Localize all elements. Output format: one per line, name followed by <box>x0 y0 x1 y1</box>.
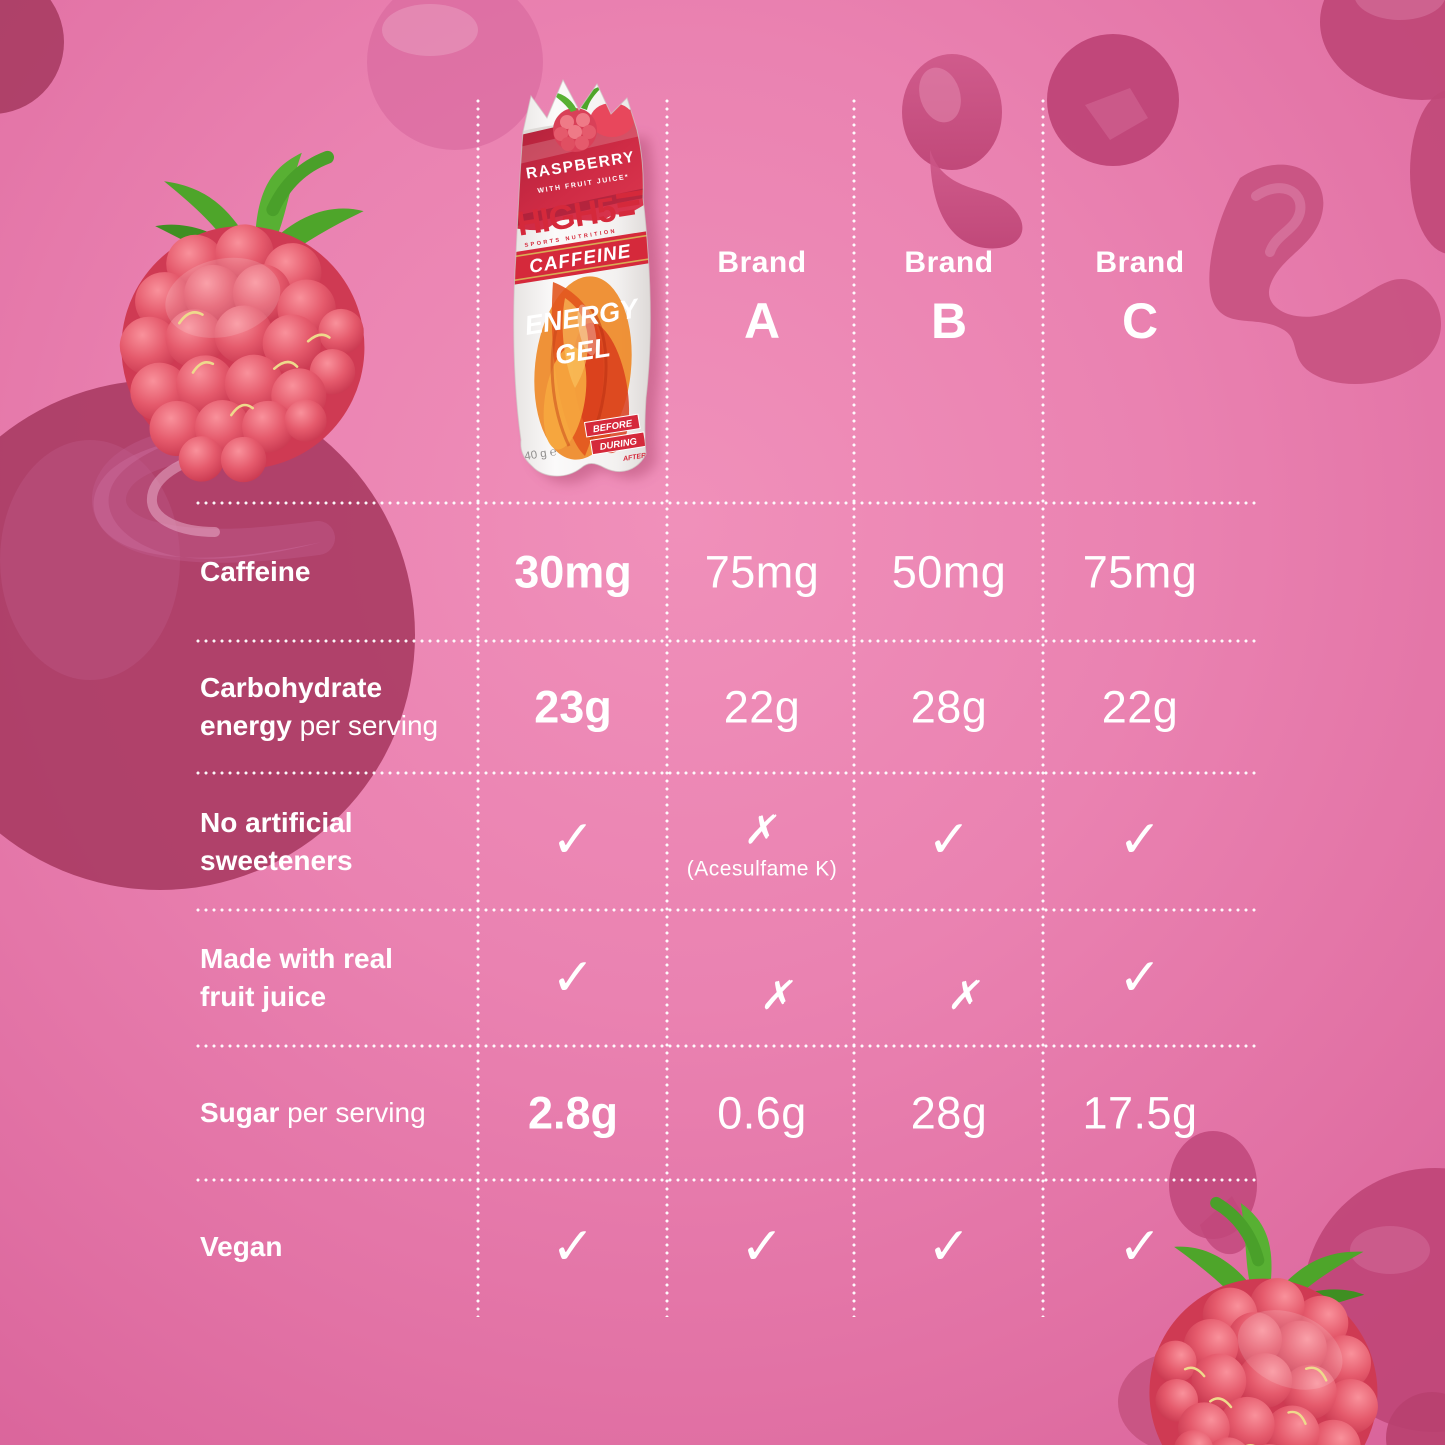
check-brand-c-juice: ✓ <box>1118 948 1162 1008</box>
check-high5-vegan: ✓ <box>551 1217 595 1277</box>
column-divider <box>852 97 856 1317</box>
check-brand-c-sweeteners: ✓ <box>1118 810 1162 870</box>
value-brand-b-carbs: 28g <box>910 681 988 733</box>
value-brand-b-caffeine: 50mg <box>891 546 1007 598</box>
value-brand-b-sugar: 28g <box>910 1087 988 1139</box>
check-brand-b-vegan: ✓ <box>927 1217 971 1277</box>
value-brand-c-sugar: 17.5g <box>1082 1087 1198 1139</box>
row-divider <box>194 1178 1256 1182</box>
column-header-brand-a: Brand A <box>717 246 806 350</box>
value-brand-a-caffeine: 75mg <box>704 546 820 598</box>
value-brand-a-carbs: 22g <box>723 681 801 733</box>
row-divider <box>194 771 1256 775</box>
raspberry-top-left <box>113 144 375 490</box>
brand-word: Brand <box>717 246 807 279</box>
column-divider <box>1041 97 1045 1317</box>
row-label-fruit-juice: Made with real fruit juice <box>200 943 393 1012</box>
row-divider <box>194 1044 1256 1048</box>
check-brand-c-vegan: ✓ <box>1118 1217 1162 1277</box>
raspberry-bottom-right <box>1135 1195 1401 1445</box>
row-label-sugar: Sugar per serving <box>200 1097 426 1129</box>
value-brand-c-caffeine: 75mg <box>1082 546 1198 598</box>
row-label-vegan: Vegan <box>200 1231 283 1263</box>
row-label-carbohydrate: Carbohydrate energy per serving <box>200 672 439 741</box>
column-divider <box>665 97 669 1317</box>
use-after: AFTER <box>622 452 647 463</box>
row-label-sweeteners: No artificial sweeteners <box>200 807 353 876</box>
cross-icon: ✗ <box>741 807 783 854</box>
column-divider <box>476 97 480 1317</box>
check-high5-juice: ✓ <box>551 948 595 1008</box>
row-label-caffeine: Caffeine <box>200 556 311 588</box>
net-weight: 40 g ℮ <box>524 446 558 463</box>
value-brand-a-sugar: 0.6g <box>717 1087 807 1139</box>
cross-brand-a-juice: ✗ <box>757 973 800 1019</box>
check-brand-a-vegan: ✓ <box>740 1217 784 1277</box>
cross-brand-a-sweeteners: ✗ (Acesulfame K) <box>686 807 838 881</box>
juice-swoosh <box>92 403 335 563</box>
cross-brand-b-juice: ✗ <box>944 973 987 1019</box>
check-high5-sweeteners: ✓ <box>551 810 595 870</box>
column-header-brand-c: Brand C <box>1095 246 1184 350</box>
brand-letter: C <box>1121 293 1159 349</box>
check-brand-b-sweeteners: ✓ <box>927 810 971 870</box>
value-brand-c-carbs: 22g <box>1101 681 1179 733</box>
brand-letter: B <box>930 293 968 349</box>
sweetener-note: (Acesulfame K) <box>686 857 838 881</box>
value-high5-carbs: 23g <box>534 681 612 733</box>
brand-letter: A <box>743 293 781 349</box>
brand-word: Brand <box>1095 246 1185 279</box>
product-packet: RASPBERRY WITH FRUIT JUICE* HIGH5 SPORTS… <box>513 78 662 484</box>
value-high5-caffeine: 30mg <box>514 546 632 598</box>
column-header-brand-b: Brand B <box>904 246 993 350</box>
row-divider <box>194 639 1256 643</box>
brand-word: Brand <box>904 246 994 279</box>
row-divider <box>194 908 1256 912</box>
row-divider <box>194 501 1256 505</box>
value-high5-sugar: 2.8g <box>527 1087 619 1139</box>
